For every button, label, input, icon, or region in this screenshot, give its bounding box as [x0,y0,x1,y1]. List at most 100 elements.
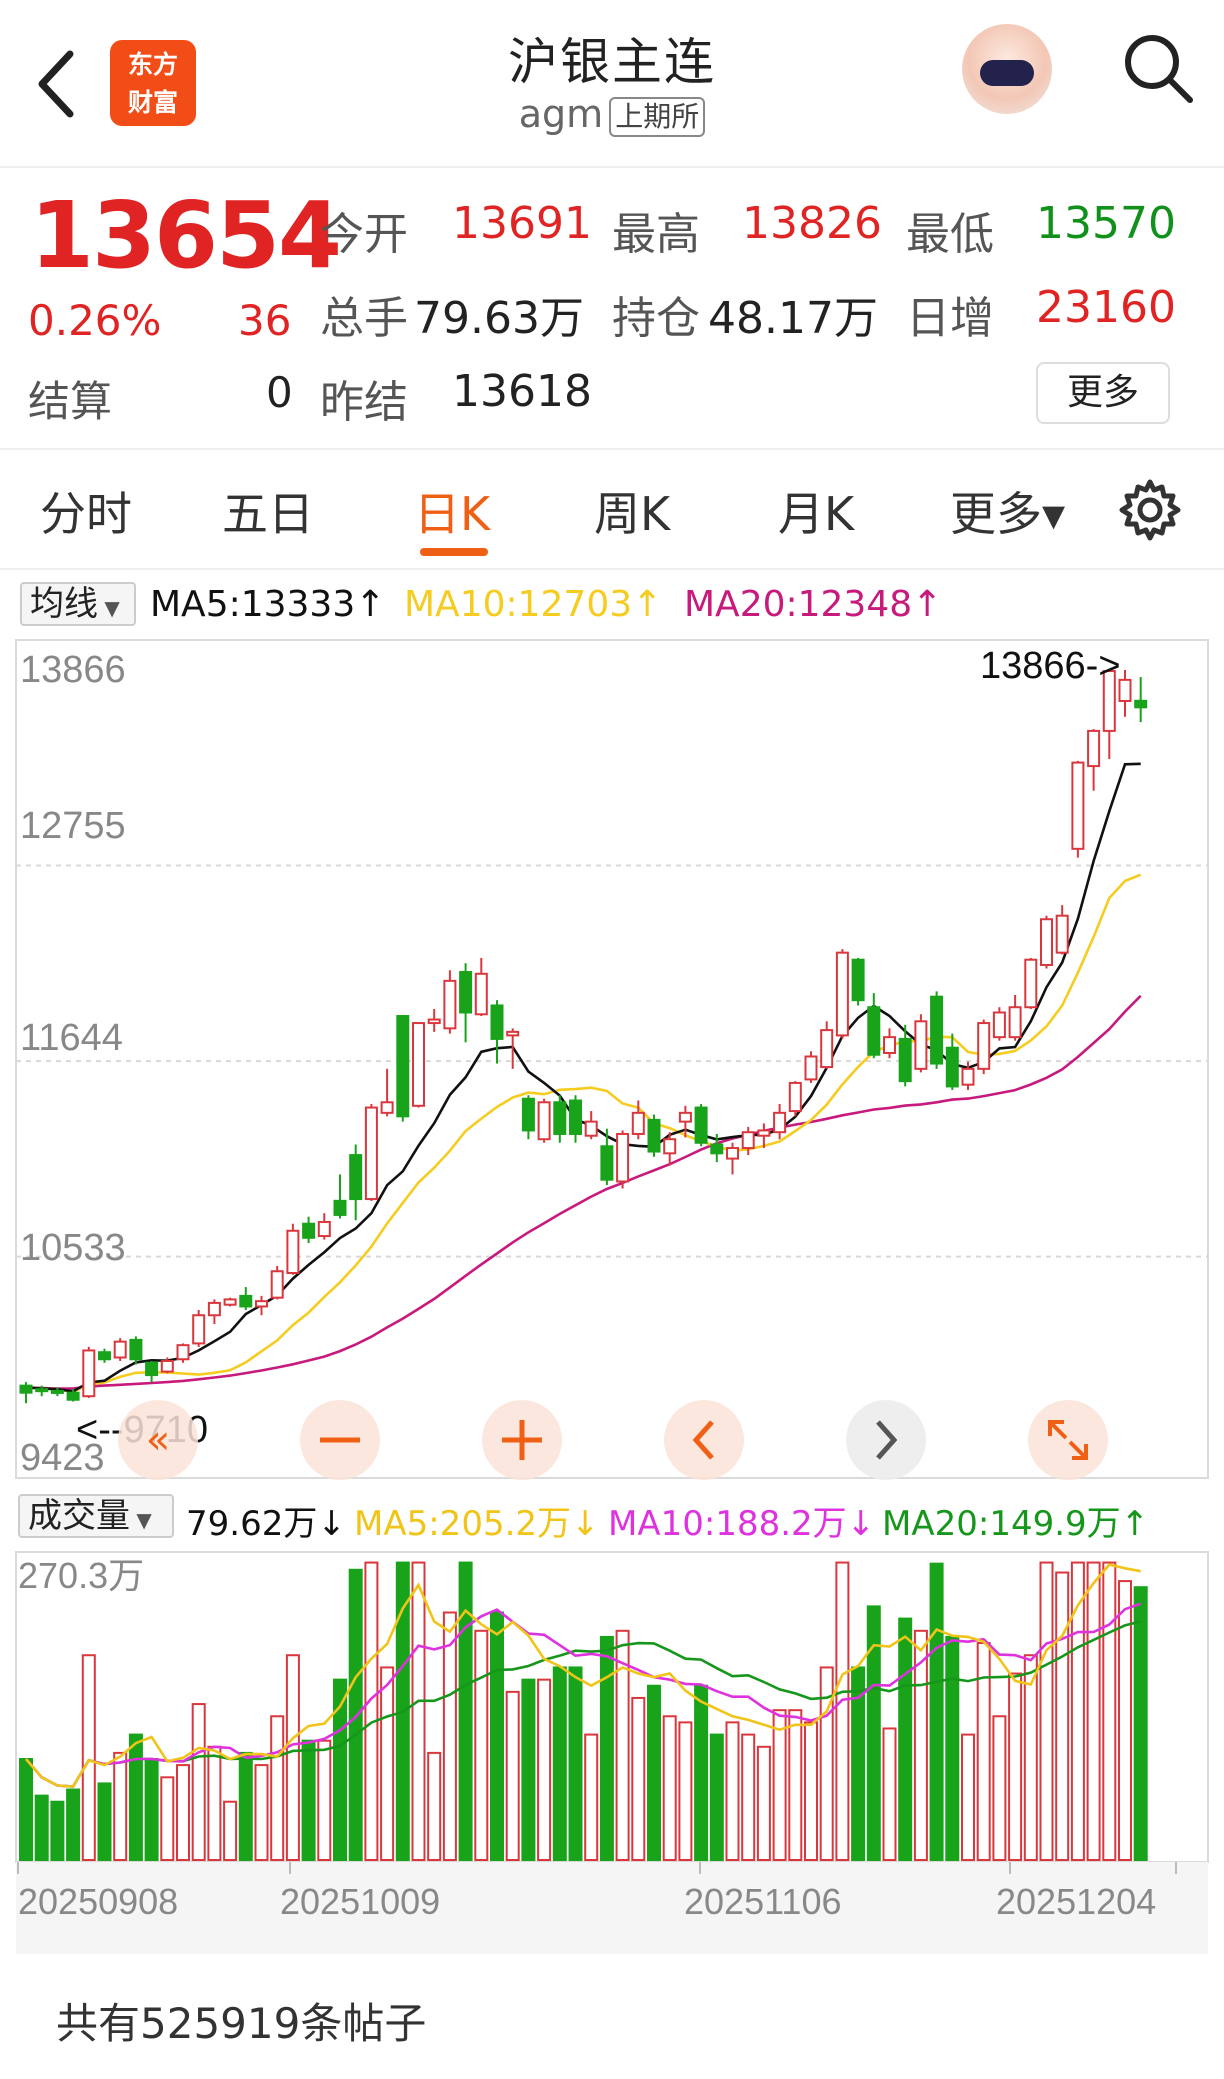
volume-bar [223,1800,238,1862]
volume-bar [929,1562,944,1861]
candle-body [945,1046,959,1088]
volume-bar [505,1690,520,1862]
price-panel-frame [15,639,1209,1479]
volume-bar [81,1654,96,1862]
instrument-code: agm [518,92,604,136]
candle-body [1055,914,1069,954]
candle-body [663,1138,677,1155]
zoom-in-button[interactable] [482,1400,562,1480]
candle-body [255,1300,268,1308]
zoom-out-button[interactable] [300,1400,380,1480]
candle-body [427,1018,441,1025]
candle-body [176,1344,190,1361]
volume-bar [474,1629,489,1861]
volume-bar [490,1611,504,1861]
kline-chart[interactable]: 13866 12755 11644 10533 9423 270.3万 20250908 20… [0,636,1224,1956]
ai-assistant-avatar-icon[interactable] [962,24,1052,114]
exchange-badge: 上期所 [609,96,706,137]
volume-selector-label: 成交量 [28,1496,130,1536]
candle-body [930,995,944,1065]
back-arrow-icon[interactable] [28,44,88,124]
volume-selector-dropdown[interactable]: 成交量 ▼ [18,1494,174,1538]
volume-bar [788,1709,803,1862]
volume-bar [1039,1561,1054,1861]
ma-selector-dropdown[interactable]: 均线 ▼ [20,582,136,626]
volume-bar [458,1561,473,1861]
volume-bar [945,1635,960,1862]
candle-body [1040,918,1053,966]
candle-body [50,1389,64,1394]
candle-body [459,971,473,1014]
candle-body [1102,670,1116,732]
open-value: 13691 [452,198,592,249]
volume-bar [427,1751,442,1861]
ma5-legend: MA5:13333↑ [150,584,386,625]
active-tab-indicator [420,548,488,556]
candle-body [474,972,488,1016]
volume-axis-label: 270.3万 [18,1555,144,1596]
search-icon[interactable] [1118,28,1198,108]
scroll-left-button[interactable] [664,1400,744,1480]
candle-body [1024,958,1038,1009]
volume-value: 79.63万 [414,293,584,344]
volume-bar [128,1733,143,1861]
volume-bar [772,1709,787,1862]
scroll-right-button[interactable] [846,1400,926,1480]
volume-bar [380,1666,395,1861]
tab-five-day[interactable]: 五日 [222,487,314,541]
candle-body [349,1154,363,1201]
page-title: 沪银主连 [508,33,716,91]
more-quote-button[interactable]: 更多 [1036,362,1170,424]
svg-text:«: « [146,1417,170,1463]
volume-bar [913,1629,928,1861]
candle-body [239,1294,253,1308]
volume-bar [631,1696,646,1861]
volume-bar [238,1751,253,1861]
tab-monthly-k[interactable]: 月K [778,487,855,541]
chevron-down-icon: ▼ [130,1508,152,1532]
divider [0,568,1224,570]
candle-body [19,1384,33,1394]
candle-body [977,1022,991,1070]
volume-bar [961,1733,975,1861]
scroll-fast-left-button[interactable]: « [118,1400,198,1480]
ma20-line [25,994,1142,1390]
volume-bar [741,1733,756,1861]
post-count[interactable]: 共有525919条帖子 [56,1999,427,2048]
gear-icon[interactable] [1118,478,1182,542]
change-percent: 0.26% [28,296,162,345]
volume-bar [160,1776,175,1861]
candle-body [1071,761,1085,850]
settle-label: 结算 [28,377,113,426]
volume-bar [19,1758,33,1861]
candle-body [192,1314,206,1345]
low-label: 最低 [906,209,994,260]
tab-intraday[interactable]: 分时 [40,487,132,541]
volume-bar [66,1788,81,1861]
candle-body [223,1298,237,1306]
volume-bar [1070,1561,1085,1861]
fullscreen-expand-icon[interactable] [1028,1400,1108,1480]
eastmoney-logo[interactable]: 东方 财富 [110,40,196,126]
volume-bar [50,1800,65,1862]
candle-body [961,1067,975,1086]
tab-more[interactable]: 更多▾ [950,487,1066,541]
volume-bar [34,1794,49,1861]
volume-bar [709,1733,724,1861]
candle-body [694,1106,708,1144]
candle-body [333,1199,347,1216]
volume-bar [254,1764,269,1862]
volume-bar [599,1635,614,1862]
volume-bar [97,1782,112,1862]
candle-body [412,1022,425,1107]
tab-weekly-k[interactable]: 周K [594,487,671,541]
volume-bar [804,1721,818,1861]
volume-bar [552,1666,567,1861]
volume-bar [411,1561,426,1861]
tab-daily-k[interactable]: 日K [414,487,491,541]
candle-body [160,1360,174,1373]
volume-bar [1102,1561,1117,1861]
volume-bar [584,1733,599,1861]
volume-bar [725,1721,740,1861]
high-label: 最高 [612,209,700,260]
